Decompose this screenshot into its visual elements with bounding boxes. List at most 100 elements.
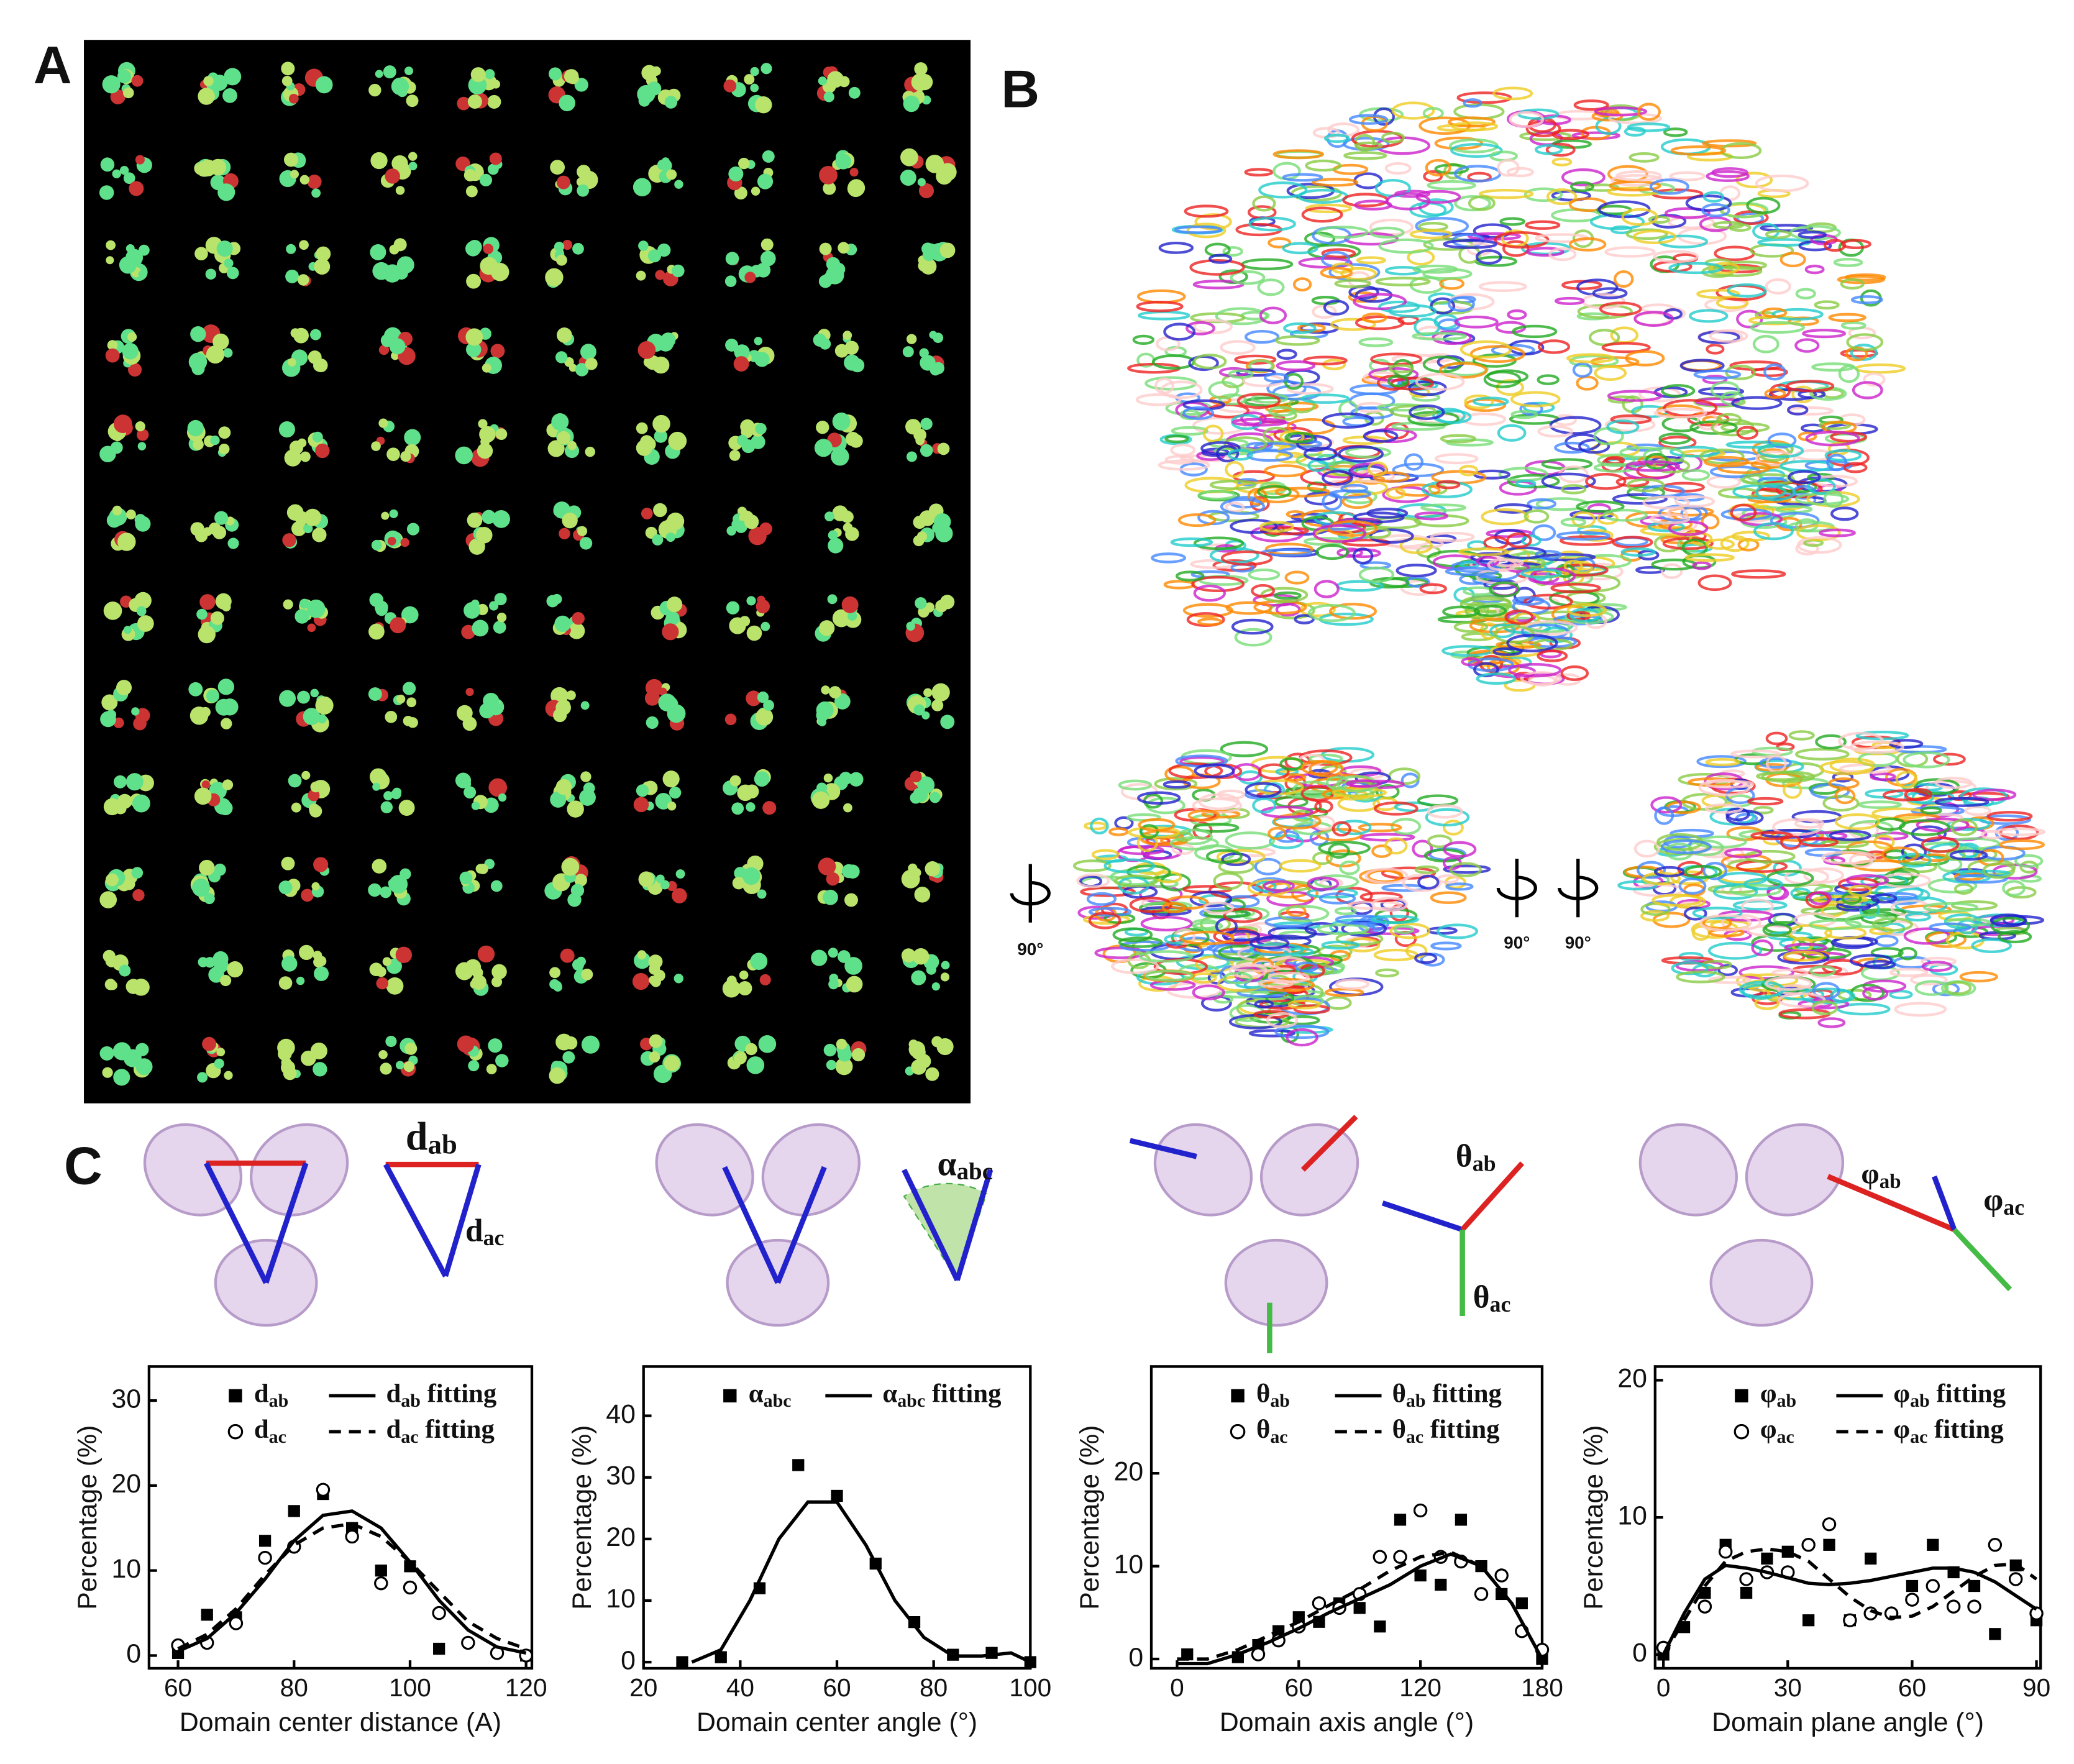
structure-strand xyxy=(1352,547,1374,565)
particle-blob xyxy=(638,871,654,887)
structure-strand xyxy=(1788,470,1821,485)
structure-strand xyxy=(1512,324,1558,339)
structure-strand xyxy=(1570,181,1594,193)
particle-blob xyxy=(580,344,596,360)
structure-strand xyxy=(1685,194,1732,212)
particle-blob xyxy=(103,949,116,963)
structure-strand xyxy=(1725,807,1750,821)
particle-blob xyxy=(828,979,839,990)
point xyxy=(201,1609,213,1621)
structure-strand xyxy=(1447,116,1496,128)
structure-strand xyxy=(1790,887,1811,899)
structure-strand xyxy=(1837,989,1872,1002)
particle-blob xyxy=(283,599,293,610)
structure-strand xyxy=(1651,893,1702,907)
particle-blob xyxy=(638,94,651,107)
particle-blob xyxy=(665,518,674,527)
structure-strand xyxy=(1158,242,1194,254)
particle-blob xyxy=(633,797,649,813)
structure-strand xyxy=(1945,849,1966,861)
particle-blob xyxy=(655,270,665,280)
point xyxy=(1719,1545,1733,1559)
structure-strand xyxy=(1348,114,1388,125)
particle-blob xyxy=(316,246,331,262)
particle-blob xyxy=(190,326,206,342)
structure-strand xyxy=(1550,583,1601,593)
panel-label: B xyxy=(1001,60,1039,119)
structure-strand xyxy=(1670,446,1720,458)
point xyxy=(1455,1514,1468,1526)
particle-blob xyxy=(297,690,310,704)
structure-strand xyxy=(1730,749,1781,759)
particle-blob xyxy=(818,76,827,86)
structure-strand xyxy=(1193,354,1227,370)
structure-strand xyxy=(1076,873,1110,889)
particle-blob xyxy=(393,238,407,252)
structure-strand xyxy=(1354,315,1405,331)
particle-blob xyxy=(308,350,322,364)
particle-blob xyxy=(206,689,219,703)
particle-blob xyxy=(395,946,413,964)
structure-strand xyxy=(1720,142,1762,160)
structure-strand xyxy=(1701,203,1730,217)
structure-strand xyxy=(1830,506,1859,521)
particle-blob xyxy=(192,879,211,897)
structure-strand xyxy=(1161,902,1186,913)
particle-blob xyxy=(368,687,382,701)
structure-strand xyxy=(1358,823,1402,833)
structure-strand xyxy=(1532,524,1556,541)
structure-strand xyxy=(1662,537,1714,551)
particle-blob xyxy=(224,68,242,86)
structure-strand xyxy=(1193,319,1233,334)
structure-strand xyxy=(1894,1002,1947,1017)
structure-strand xyxy=(1193,823,1240,833)
structure-strand xyxy=(1472,396,1509,407)
particle-blob xyxy=(903,95,920,112)
structure-strand xyxy=(1649,178,1689,195)
structure-strand xyxy=(1654,806,1674,825)
structure-strand xyxy=(1263,372,1289,383)
structure-strand xyxy=(1576,500,1625,513)
structure-strand xyxy=(1427,180,1476,191)
particle-blob xyxy=(191,362,205,375)
structure-strand xyxy=(1632,229,1677,244)
particle-blob xyxy=(825,511,834,522)
y-tick-label: 20 xyxy=(1617,1364,1647,1394)
y-tick-label: 30 xyxy=(111,1384,141,1414)
y-axis-label: Percentage (%) xyxy=(567,1425,597,1610)
structure-strand xyxy=(1697,574,1732,592)
structure-strand xyxy=(1305,159,1342,172)
particle-blob xyxy=(665,532,675,542)
particle-blob xyxy=(750,953,768,971)
domain xyxy=(1638,1123,1738,1217)
point xyxy=(432,1606,446,1620)
point xyxy=(1373,1550,1387,1564)
structure-strand xyxy=(1959,971,1998,983)
particle-blob xyxy=(407,717,418,728)
structure-strand xyxy=(1805,431,1860,447)
particle-blob xyxy=(466,273,482,289)
structure-strand xyxy=(1669,171,1706,181)
point xyxy=(1926,1579,1940,1593)
particle-blob xyxy=(465,342,482,357)
particle-blob xyxy=(914,886,931,903)
particle-blob xyxy=(203,76,214,86)
particle-blob xyxy=(385,168,400,184)
structure-strand xyxy=(1819,760,1875,775)
structure-strand xyxy=(1764,388,1786,400)
particle-blob xyxy=(193,439,204,450)
particle-blob xyxy=(835,1058,853,1076)
particle-blob xyxy=(498,793,507,802)
structure-strand xyxy=(1393,925,1415,935)
structure-strand xyxy=(1111,958,1159,974)
particle-blob xyxy=(933,332,944,344)
particle-blob xyxy=(227,537,239,549)
structure-strand xyxy=(1194,763,1235,779)
particle-blob xyxy=(123,878,135,890)
structure-strand xyxy=(1293,1004,1330,1015)
particle-blob xyxy=(755,423,767,435)
structure-strand xyxy=(1268,834,1304,849)
structure-strand xyxy=(1702,191,1725,203)
structure-strand xyxy=(1706,475,1742,489)
structure-strand xyxy=(1921,956,1957,966)
